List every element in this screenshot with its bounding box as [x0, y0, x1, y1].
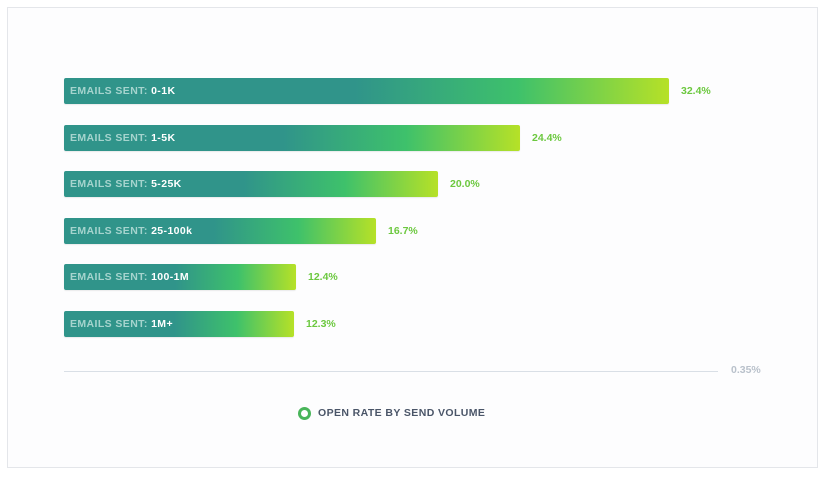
bar-category-prefix: EMAILS SENT: [70, 132, 148, 144]
bar[interactable]: EMAILS SENT: 1-5K [64, 125, 520, 151]
bar[interactable]: EMAILS SENT: 25-100k [64, 218, 376, 244]
bar-category-prefix: EMAILS SENT: [70, 178, 148, 190]
bar-category-prefix: EMAILS SENT: [70, 271, 148, 283]
bar-category-prefix: EMAILS SENT: [70, 85, 148, 97]
bar-category-label: EMAILS SENT: 1M+ [70, 311, 173, 337]
bar-category-prefix: EMAILS SENT: [70, 225, 148, 237]
bar-category-prefix: EMAILS SENT: [70, 318, 148, 330]
bar-category-range: 1M+ [151, 318, 173, 330]
x-axis-max-label: 0.35% [731, 364, 761, 376]
legend[interactable]: OPEN RATE BY SEND VOLUME [298, 405, 485, 421]
bar[interactable]: EMAILS SENT: 5-25K [64, 171, 438, 197]
bar-value-label: 12.3% [306, 318, 336, 330]
bar-value-label: 20.0% [450, 178, 480, 190]
bar-category-range: 1-5K [151, 132, 176, 144]
bar-category-range: 0-1K [151, 85, 176, 97]
legend-marker-icon [298, 406, 311, 420]
bar-category-range: 5-25K [151, 178, 182, 190]
bar-category-range: 25-100k [151, 225, 193, 237]
bar-category-label: EMAILS SENT: 100-1M [70, 264, 189, 290]
bar[interactable]: EMAILS SENT: 0-1K [64, 78, 669, 104]
bar[interactable]: EMAILS SENT: 100-1M [64, 264, 296, 290]
bar-value-label: 32.4% [681, 85, 711, 97]
bar-category-label: EMAILS SENT: 25-100k [70, 218, 192, 244]
bar-value-label: 16.7% [388, 225, 418, 237]
bar[interactable]: EMAILS SENT: 1M+ [64, 311, 294, 337]
bar-category-label: EMAILS SENT: 0-1K [70, 78, 175, 104]
legend-label: OPEN RATE BY SEND VOLUME [318, 407, 486, 419]
bar-category-range: 100-1M [151, 271, 190, 283]
bar-category-label: EMAILS SENT: 5-25K [70, 171, 182, 197]
bar-value-label: 12.4% [308, 271, 338, 283]
x-axis-line [64, 371, 718, 372]
bar-value-label: 24.4% [532, 132, 562, 144]
bar-category-label: EMAILS SENT: 1-5K [70, 125, 175, 151]
